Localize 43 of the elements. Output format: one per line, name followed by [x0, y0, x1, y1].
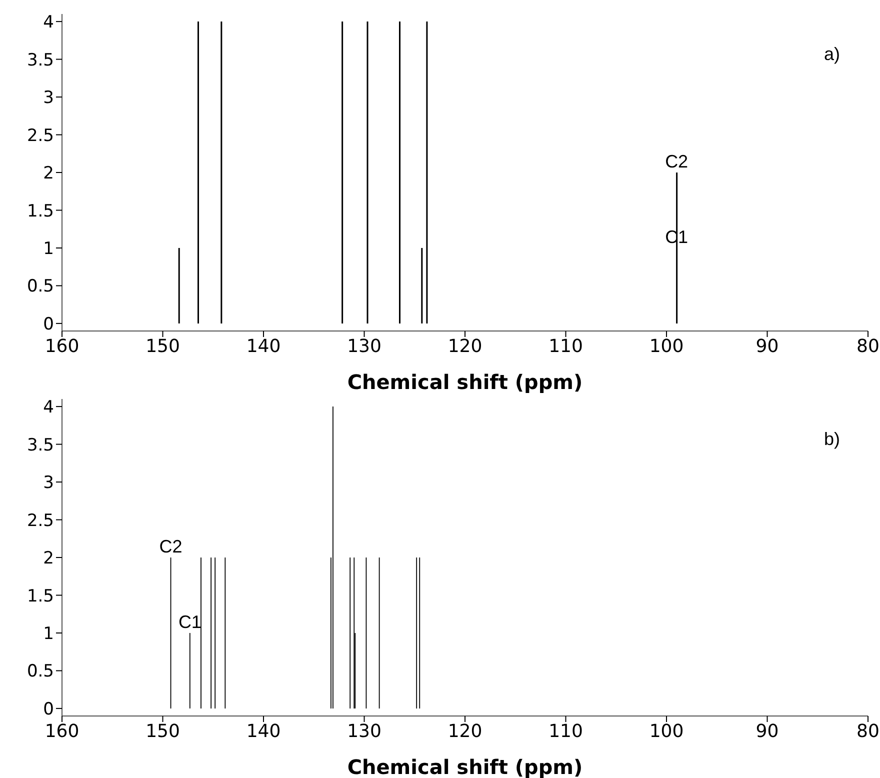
y-tick-label: 1 — [43, 239, 54, 260]
y-tick-label: 4 — [43, 12, 54, 33]
x-tick-label: 110 — [548, 720, 583, 742]
x-tick-label: 130 — [347, 720, 382, 742]
annotation: a) — [824, 44, 840, 65]
y-tick-label: 2 — [43, 548, 54, 569]
x-tick-label: 120 — [448, 720, 482, 742]
x-tick-label: 100 — [649, 336, 684, 357]
y-tick-label: 2.5 — [26, 510, 54, 531]
x-tick-label: 120 — [448, 336, 482, 357]
x-tick-label: 100 — [649, 720, 684, 742]
y-tick-label: 0 — [43, 699, 54, 720]
y-tick-label: 2.5 — [26, 126, 54, 146]
annotation: C2 — [665, 152, 688, 172]
y-tick-label: 3.5 — [26, 435, 54, 456]
x-tick-label: 130 — [347, 336, 382, 357]
y-tick-label: 1 — [43, 624, 54, 644]
y-tick-label: 0 — [43, 314, 54, 334]
y-tick-label: 0.5 — [26, 276, 54, 297]
y-tick-label: 3 — [43, 473, 54, 494]
y-tick-label: 0.5 — [26, 662, 54, 682]
x-tick-label: 80 — [856, 720, 880, 742]
y-tick-label: 3 — [43, 88, 54, 108]
annotation: b) — [824, 429, 840, 450]
annotation: C2 — [159, 536, 182, 556]
x-tick-label: 80 — [856, 336, 880, 357]
x-tick-label: 140 — [246, 336, 281, 357]
x-tick-label: 150 — [146, 720, 180, 742]
y-tick-label: 4 — [43, 398, 54, 418]
x-tick-label: 110 — [548, 336, 583, 357]
x-axis-title: Chemical shift (ppm) — [347, 370, 583, 394]
x-axis-title: Chemical shift (ppm) — [347, 755, 583, 778]
x-tick-label: 160 — [44, 720, 80, 742]
annotation: C1 — [178, 612, 202, 632]
y-tick-label: 1.5 — [26, 586, 54, 606]
x-tick-label: 150 — [146, 336, 180, 357]
x-tick-label: 90 — [756, 336, 779, 357]
x-tick-label: 90 — [756, 720, 779, 742]
y-tick-label: 1.5 — [26, 201, 54, 222]
y-tick-label: 2 — [43, 164, 54, 184]
x-tick-label: 140 — [246, 720, 281, 742]
y-tick-label: 3.5 — [26, 50, 54, 70]
x-tick-label: 160 — [44, 336, 80, 357]
